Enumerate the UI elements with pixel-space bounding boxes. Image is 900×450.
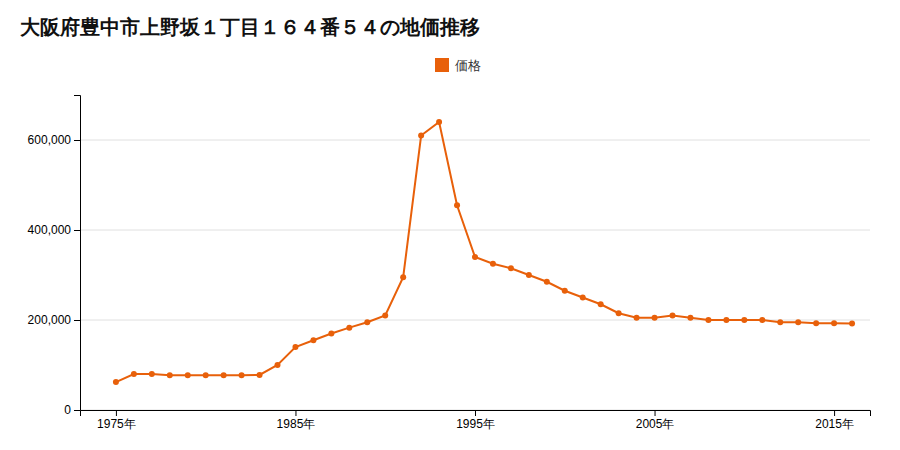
grid-line bbox=[80, 230, 870, 231]
y-tick-mark bbox=[74, 320, 80, 321]
point bbox=[741, 317, 747, 323]
point bbox=[813, 320, 819, 326]
x-tick-mark bbox=[475, 410, 476, 416]
y-tick-mark bbox=[74, 230, 80, 231]
point bbox=[185, 372, 191, 378]
legend-label: 価格 bbox=[455, 58, 481, 73]
point bbox=[239, 372, 245, 378]
x-axis-line bbox=[81, 411, 871, 417]
x-tick-label: 1985年 bbox=[277, 417, 316, 431]
y-tick: 200,000 bbox=[28, 313, 80, 327]
point bbox=[149, 371, 155, 377]
grid bbox=[80, 140, 870, 410]
legend: 価格 bbox=[435, 58, 481, 73]
point bbox=[580, 295, 586, 301]
y-axis: 0 200,000 400,000 600,000 bbox=[28, 96, 81, 418]
point bbox=[167, 372, 173, 378]
point bbox=[454, 202, 460, 208]
point bbox=[328, 331, 334, 337]
plot-area: 1975年 1985年 1995年 2005年 2015年 0 200,000 400,000… bbox=[28, 96, 871, 431]
grid-line bbox=[80, 140, 870, 141]
y-tick: 600,000 bbox=[28, 133, 80, 147]
point bbox=[382, 313, 388, 319]
x-tick-mark bbox=[655, 410, 656, 416]
point bbox=[849, 321, 855, 327]
point bbox=[777, 319, 783, 325]
x-tick-mark bbox=[116, 410, 117, 416]
point bbox=[292, 344, 298, 350]
point bbox=[723, 317, 729, 323]
point bbox=[275, 362, 281, 368]
chart: 1975年 1985年 1995年 2005年 2015年 0 200,000 400,000… bbox=[0, 0, 900, 450]
x-tick-mark bbox=[295, 410, 296, 416]
y-tick-mark bbox=[74, 140, 80, 141]
point bbox=[436, 119, 442, 125]
point bbox=[705, 317, 711, 323]
point bbox=[364, 319, 370, 325]
point bbox=[687, 315, 693, 321]
point bbox=[508, 265, 514, 271]
y-tick-label: 600,000 bbox=[28, 133, 72, 147]
point bbox=[795, 319, 801, 325]
point bbox=[544, 279, 550, 285]
y-axis-line bbox=[74, 96, 81, 411]
point bbox=[616, 310, 622, 316]
point bbox=[131, 371, 137, 377]
legend-swatch bbox=[435, 58, 449, 72]
x-tick: 1985年 bbox=[277, 410, 316, 431]
x-tick: 2005年 bbox=[636, 410, 675, 431]
point bbox=[562, 288, 568, 294]
point bbox=[221, 372, 227, 378]
series-group bbox=[113, 119, 855, 385]
point bbox=[203, 372, 209, 378]
x-tick: 2015年 bbox=[815, 410, 854, 431]
point bbox=[652, 315, 658, 321]
y-tick-label: 400,000 bbox=[28, 223, 72, 237]
x-tick-label: 2015年 bbox=[815, 417, 854, 431]
point bbox=[759, 317, 765, 323]
x-tick-label: 1995年 bbox=[456, 417, 495, 431]
y-tick: 400,000 bbox=[28, 223, 80, 237]
point bbox=[346, 325, 352, 331]
point bbox=[831, 320, 837, 326]
x-tick-label: 1975年 bbox=[97, 417, 136, 431]
line bbox=[116, 122, 852, 382]
point bbox=[472, 254, 478, 260]
point bbox=[418, 133, 424, 139]
x-tick-mark bbox=[834, 410, 835, 416]
x-tick: 1975年 bbox=[97, 410, 136, 431]
x-tick: 1995年 bbox=[456, 410, 495, 431]
x-axis: 1975年 1985年 1995年 2005年 2015年 bbox=[81, 410, 871, 431]
point bbox=[113, 379, 119, 385]
point bbox=[400, 274, 406, 280]
point bbox=[598, 301, 604, 307]
point bbox=[257, 372, 263, 378]
point bbox=[670, 313, 676, 319]
y-tick: 0 bbox=[64, 403, 80, 417]
x-tick-label: 2005年 bbox=[636, 417, 675, 431]
title: 大阪府豊中市上野坂１丁目１６４番５４の地価推移 bbox=[20, 15, 480, 39]
point bbox=[526, 272, 532, 278]
y-tick-label: 200,000 bbox=[28, 313, 72, 327]
point bbox=[634, 315, 640, 321]
y-tick-label: 0 bbox=[64, 403, 71, 417]
point bbox=[490, 261, 496, 267]
y-tick-mark bbox=[74, 410, 80, 411]
point bbox=[310, 337, 316, 343]
